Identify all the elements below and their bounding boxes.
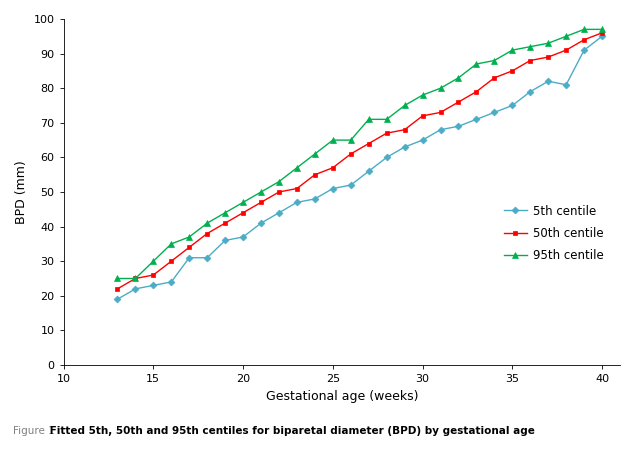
95th centile: [257, 189, 265, 195]
50th centile: [168, 259, 175, 264]
5th centile: [472, 117, 480, 122]
50th centile: [418, 113, 426, 119]
95th centile: [293, 165, 301, 171]
Text: Fitted 5th, 50th and 95th centiles for biparetal diameter (BPD) by gestational a: Fitted 5th, 50th and 95th centiles for b…: [46, 426, 535, 436]
95th centile: [401, 103, 408, 108]
5th centile: [293, 200, 301, 205]
50th centile: [293, 186, 301, 191]
50th centile: [185, 245, 193, 250]
95th centile: [311, 151, 319, 157]
5th centile: [365, 168, 373, 174]
5th centile: [239, 234, 247, 240]
50th centile: [365, 141, 373, 146]
50th centile: [580, 37, 588, 43]
95th centile: [275, 179, 283, 184]
5th centile: [275, 210, 283, 216]
50th centile: [222, 220, 229, 226]
Line: 95th centile: 95th centile: [114, 26, 605, 282]
50th centile: [329, 165, 337, 171]
5th centile: [311, 196, 319, 202]
50th centile: [401, 127, 408, 132]
95th centile: [329, 137, 337, 143]
5th centile: [437, 127, 444, 132]
5th centile: [455, 123, 462, 129]
5th centile: [401, 144, 408, 150]
5th centile: [580, 48, 588, 53]
X-axis label: Gestational age (weeks): Gestational age (weeks): [265, 390, 418, 403]
95th centile: [526, 44, 534, 49]
5th centile: [598, 34, 606, 39]
95th centile: [239, 200, 247, 205]
50th centile: [149, 273, 157, 278]
50th centile: [509, 68, 516, 74]
50th centile: [257, 200, 265, 205]
95th centile: [598, 26, 606, 32]
95th centile: [563, 34, 570, 39]
95th centile: [222, 210, 229, 216]
5th centile: [544, 79, 552, 84]
5th centile: [168, 279, 175, 285]
50th centile: [598, 30, 606, 35]
Line: 5th centile: 5th centile: [115, 34, 605, 302]
50th centile: [383, 131, 391, 136]
5th centile: [418, 137, 426, 143]
50th centile: [563, 48, 570, 53]
50th centile: [437, 110, 444, 115]
Text: Figure 1: Figure 1: [13, 426, 55, 436]
95th centile: [472, 61, 480, 66]
95th centile: [383, 117, 391, 122]
95th centile: [347, 137, 354, 143]
95th centile: [580, 26, 588, 32]
50th centile: [455, 99, 462, 105]
5th centile: [222, 238, 229, 243]
5th centile: [491, 110, 498, 115]
50th centile: [275, 189, 283, 195]
50th centile: [131, 276, 139, 281]
5th centile: [131, 286, 139, 291]
95th centile: [418, 92, 426, 98]
5th centile: [347, 182, 354, 188]
95th centile: [491, 58, 498, 63]
5th centile: [203, 255, 211, 260]
95th centile: [168, 241, 175, 247]
50th centile: [203, 231, 211, 236]
95th centile: [455, 75, 462, 80]
50th centile: [347, 151, 354, 157]
50th centile: [114, 286, 121, 291]
50th centile: [491, 75, 498, 80]
50th centile: [311, 172, 319, 177]
Line: 50th centile: 50th centile: [115, 31, 605, 291]
95th centile: [509, 48, 516, 53]
5th centile: [257, 220, 265, 226]
95th centile: [114, 276, 121, 281]
95th centile: [131, 276, 139, 281]
5th centile: [114, 296, 121, 302]
95th centile: [203, 220, 211, 226]
5th centile: [329, 186, 337, 191]
95th centile: [149, 259, 157, 264]
5th centile: [526, 89, 534, 94]
50th centile: [544, 54, 552, 60]
50th centile: [526, 58, 534, 63]
95th centile: [437, 85, 444, 91]
5th centile: [509, 103, 516, 108]
95th centile: [544, 40, 552, 46]
50th centile: [472, 89, 480, 94]
5th centile: [185, 255, 193, 260]
5th centile: [149, 283, 157, 288]
5th centile: [383, 155, 391, 160]
Y-axis label: BPD (mm): BPD (mm): [15, 160, 28, 224]
5th centile: [563, 82, 570, 88]
Legend: 5th centile, 50th centile, 95th centile: 5th centile, 50th centile, 95th centile: [499, 200, 608, 267]
95th centile: [185, 234, 193, 240]
95th centile: [365, 117, 373, 122]
50th centile: [239, 210, 247, 216]
